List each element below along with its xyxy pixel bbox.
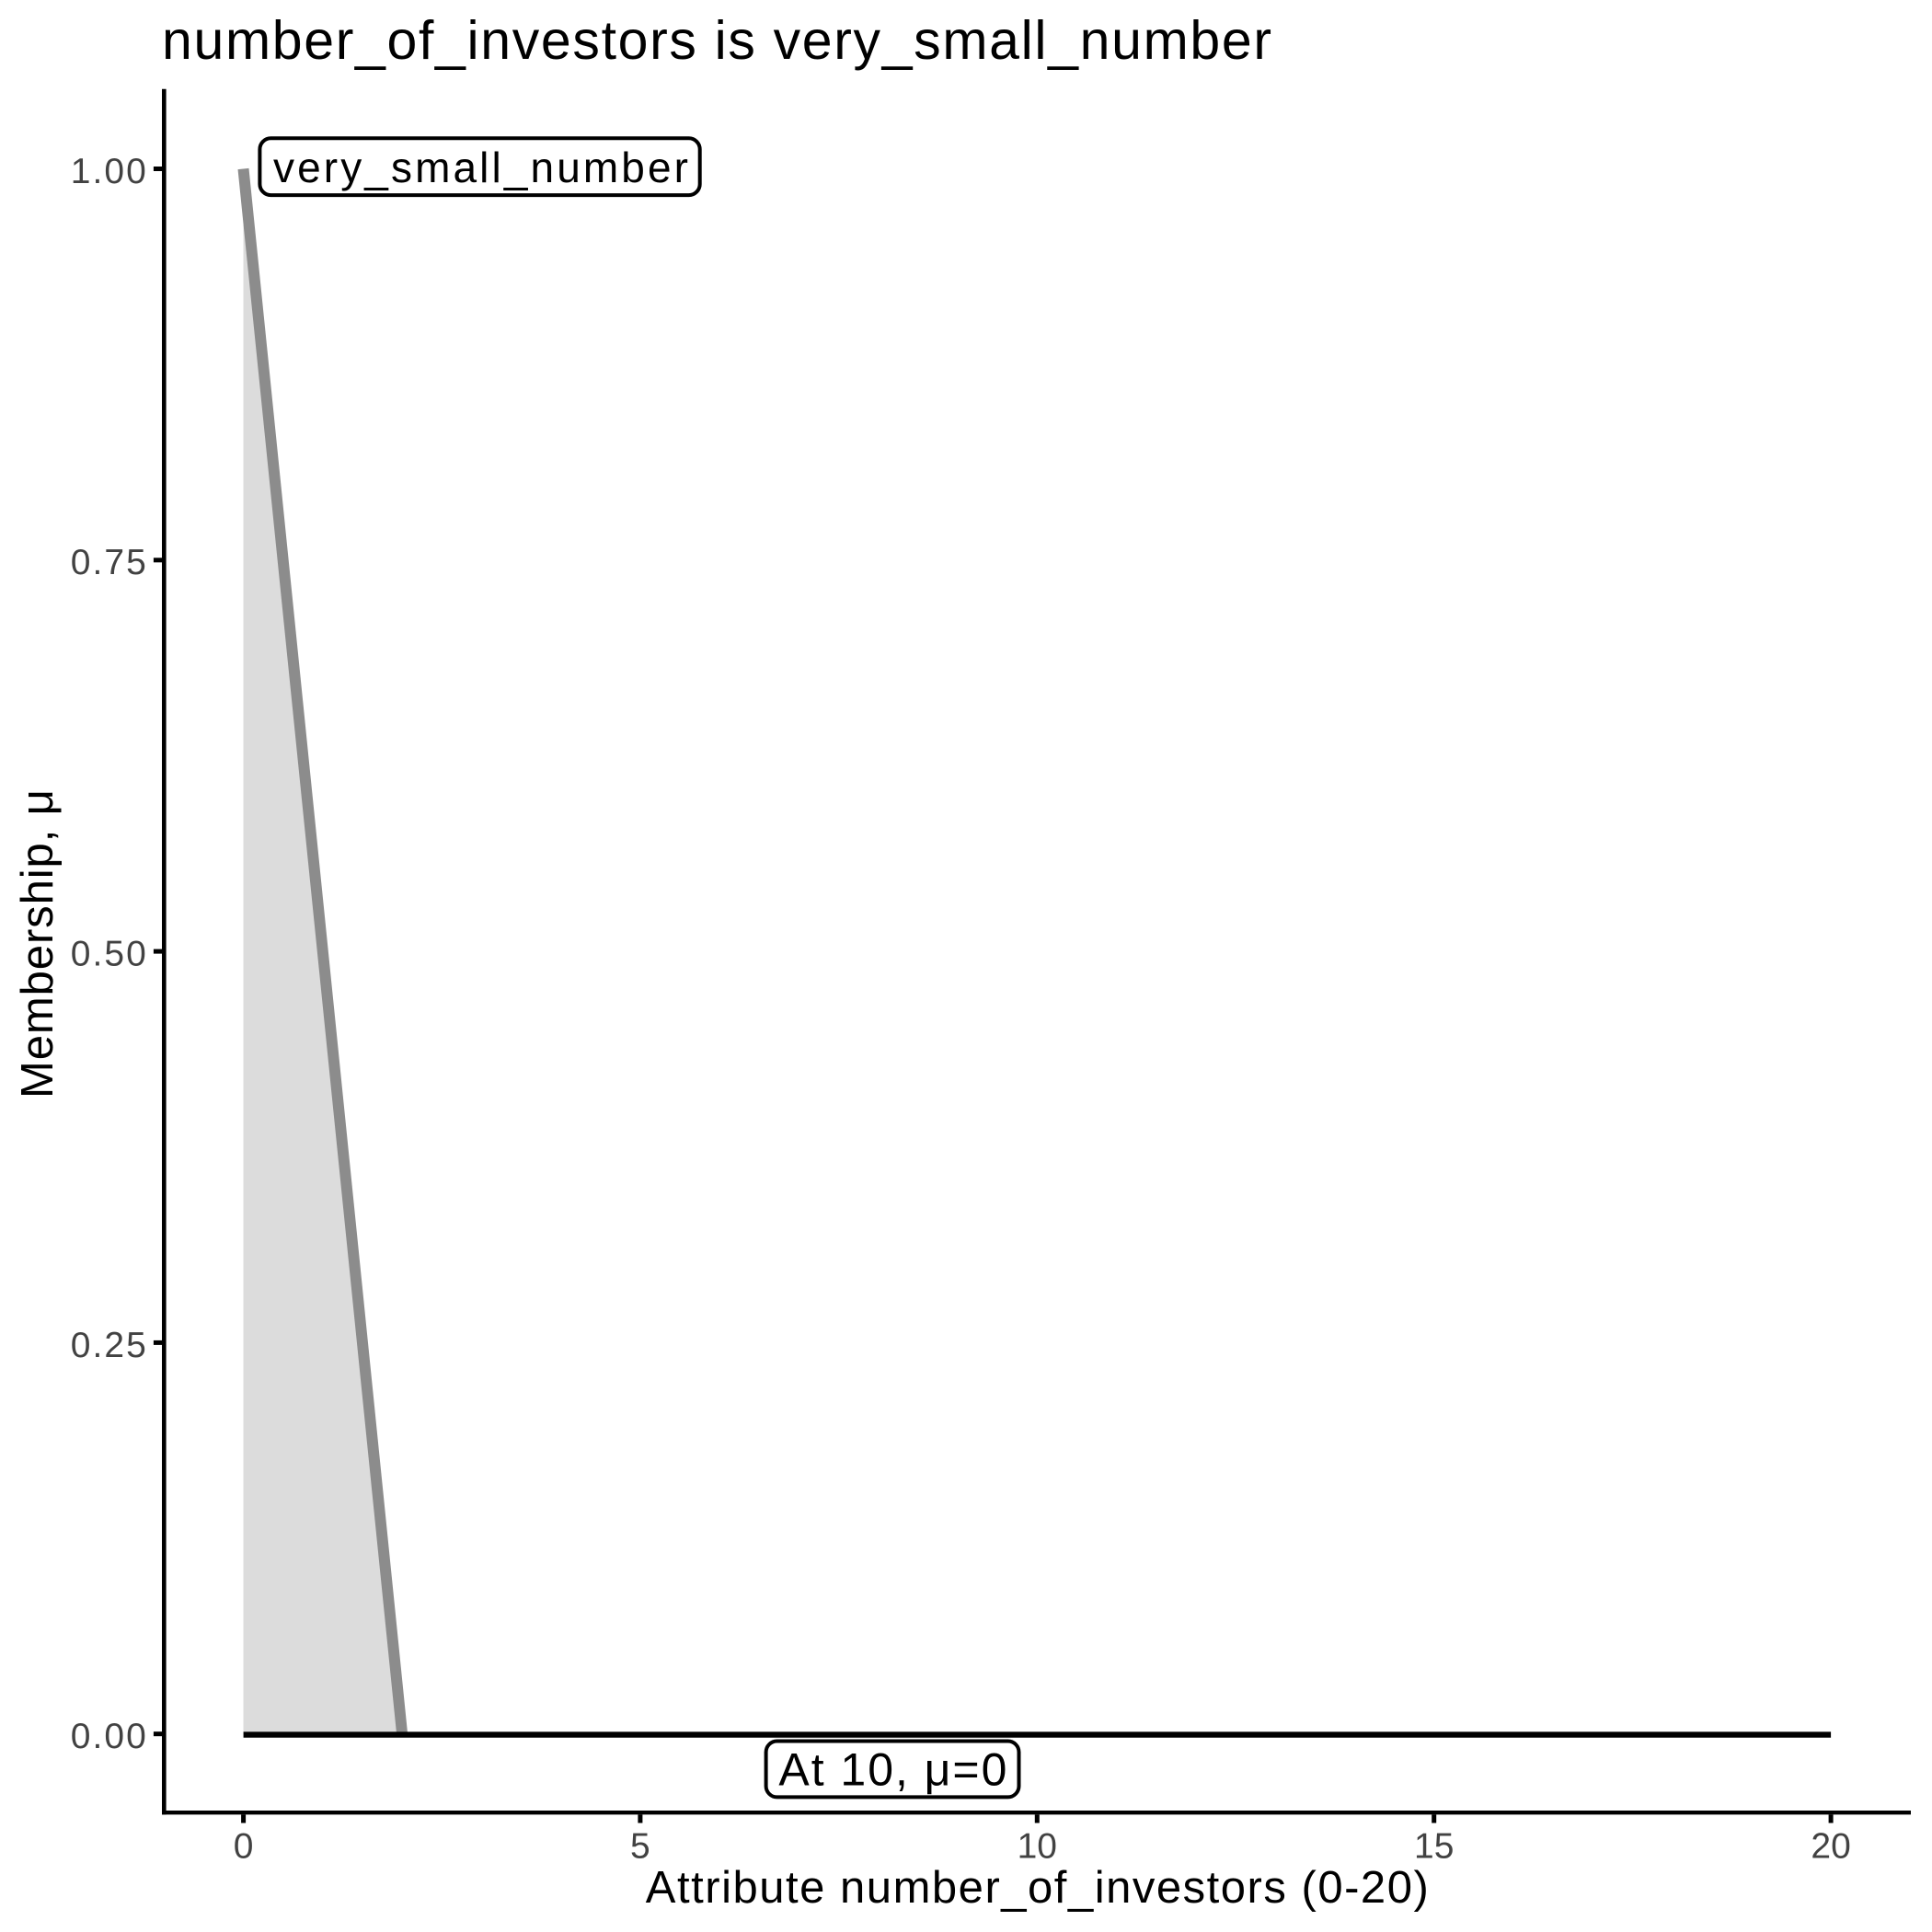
svg-text:Attribute number_of_investors: Attribute number_of_investors (0-20) [646,1863,1429,1913]
svg-text:0: 0 [234,1827,254,1867]
svg-text:10: 10 [1018,1827,1057,1867]
svg-text:20: 20 [1811,1827,1850,1867]
svg-text:0.75: 0.75 [71,543,146,582]
svg-text:0.25: 0.25 [71,1326,146,1365]
svg-text:very_small_number: very_small_number [273,144,688,191]
svg-text:At 10, μ=0: At 10, μ=0 [778,1744,1006,1796]
svg-text:1.00: 1.00 [71,152,146,191]
svg-text:number_of_investors is very_sm: number_of_investors is very_small_number [162,10,1271,71]
svg-text:0.00: 0.00 [71,1717,146,1756]
svg-text:5: 5 [630,1827,650,1867]
svg-text:15: 15 [1414,1827,1454,1867]
svg-text:0.50: 0.50 [71,935,146,974]
svg-text:Membership, μ: Membership, μ [13,789,63,1098]
